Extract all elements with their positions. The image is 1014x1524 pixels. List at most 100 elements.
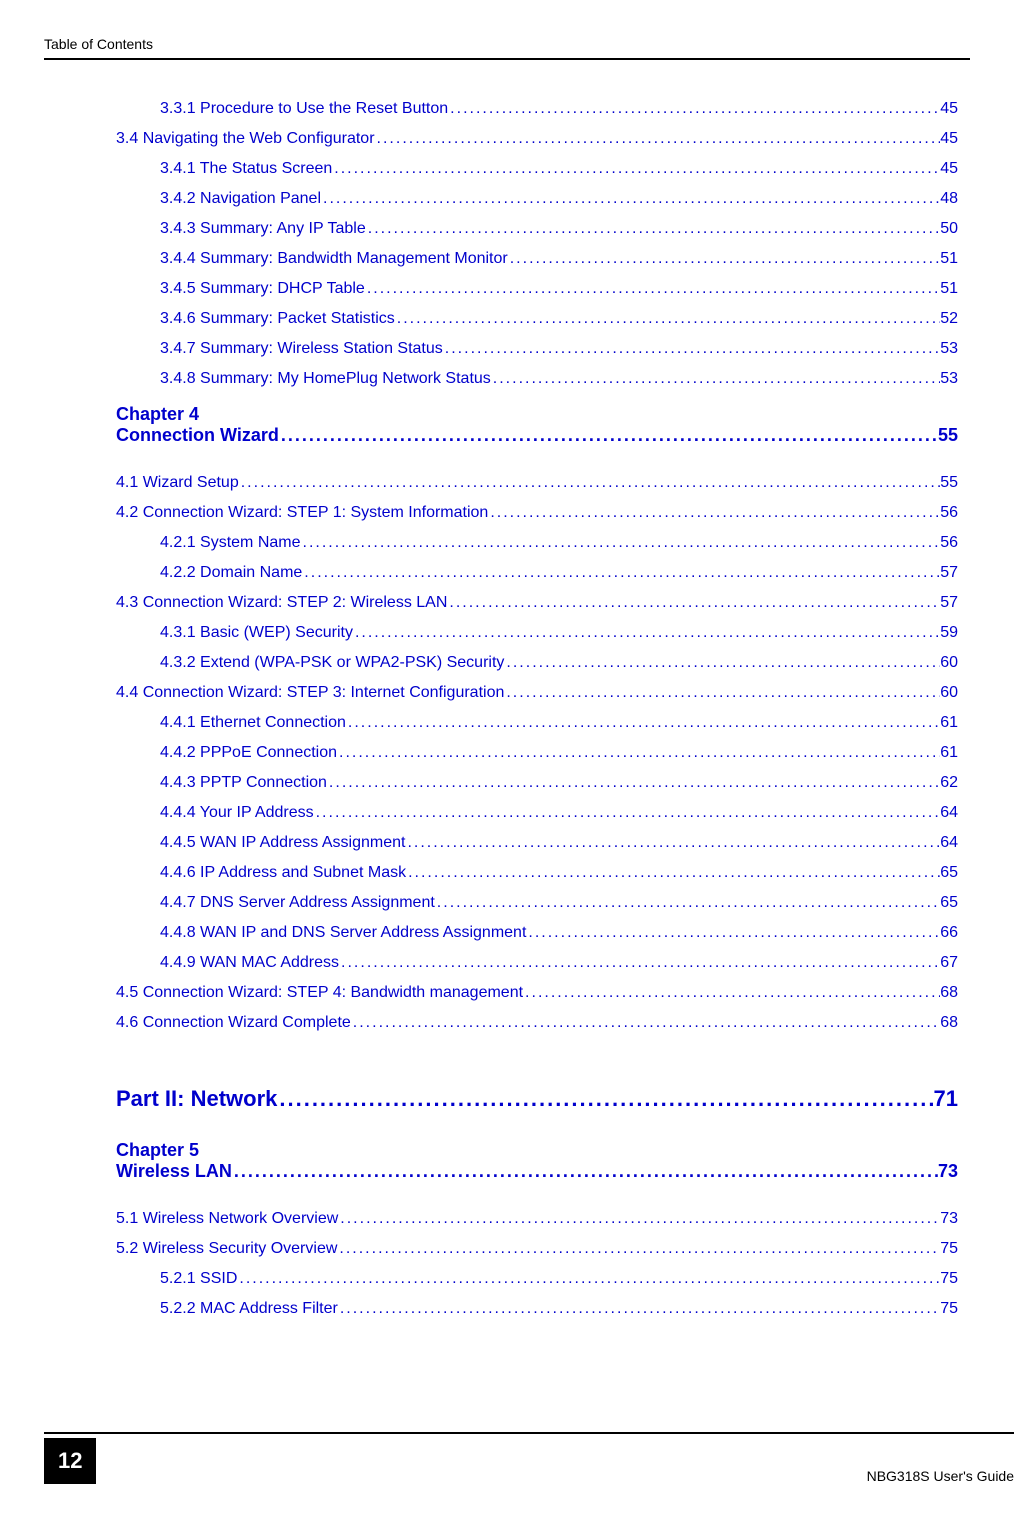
toc-entry-page: 55 [940, 474, 958, 492]
toc-entry[interactable]: 3.4.5 Summary: DHCP Table ..............… [116, 280, 958, 298]
toc-entry[interactable]: 4.4.9 WAN MAC Address ..................… [116, 954, 958, 972]
toc-entry-text: 4.3 Connection Wizard: STEP 2: Wireless … [116, 594, 447, 612]
toc-entry[interactable]: 4.4.6 IP Address and Subnet Mask .......… [116, 864, 958, 882]
toc-entry[interactable]: 5.1 Wireless Network Overview ..........… [116, 1210, 958, 1228]
toc-entry[interactable]: 4.4.8 WAN IP and DNS Server Address Assi… [116, 924, 958, 942]
toc-dots: ........................................… [237, 1270, 940, 1288]
toc-entry[interactable]: 5.2 Wireless Security Overview .........… [116, 1240, 958, 1258]
chapter-4-title-row[interactable]: Connection Wizard ......................… [44, 425, 958, 446]
footer-divider [44, 1432, 1014, 1434]
toc-entry-text: 4.6 Connection Wizard Complete [116, 1014, 351, 1032]
toc-entry-text: 4.1 Wizard Setup [116, 474, 239, 492]
toc-dots: ........................................… [448, 100, 940, 118]
toc-entry[interactable]: 4.2.2 Domain Name ......................… [116, 564, 958, 582]
toc-entry-page: 53 [940, 340, 958, 358]
toc-entry-text: 4.4.2 PPPoE Connection [160, 744, 337, 762]
toc-container: 3.3.1 Procedure to Use the Reset Button … [44, 100, 970, 1318]
toc-entry-text: 3.4.5 Summary: DHCP Table [160, 280, 365, 298]
toc-dots: ........................................… [435, 894, 940, 912]
toc-entry-page: 68 [940, 1014, 958, 1032]
toc-entry[interactable]: 3.3.1 Procedure to Use the Reset Button … [116, 100, 958, 118]
toc-entry-page: 45 [940, 160, 958, 178]
chapter-4-page: 55 [938, 425, 958, 446]
toc-entry-page: 65 [940, 894, 958, 912]
toc-entry-text: 3.4.8 Summary: My HomePlug Network Statu… [160, 370, 491, 388]
toc-dots: ........................................… [232, 1161, 938, 1182]
toc-entry[interactable]: 5.2.1 SSID .............................… [116, 1270, 958, 1288]
toc-entry-text: 3.4.2 Navigation Panel [160, 190, 321, 208]
toc-entry[interactable]: 4.4.3 PPTP Connection ..................… [116, 774, 958, 792]
toc-entry[interactable]: 4.4.7 DNS Server Address Assignment ....… [116, 894, 958, 912]
toc-entry-text: 3.4.1 The Status Screen [160, 160, 332, 178]
toc-dots: ........................................… [488, 504, 940, 522]
toc-entry[interactable]: 4.5 Connection Wizard: STEP 4: Bandwidth… [116, 984, 958, 1002]
toc-entry-page: 45 [940, 100, 958, 118]
footer: 12 NBG318S User's Guide [44, 1438, 1014, 1484]
toc-dots: ........................................… [332, 160, 940, 178]
toc-dots: ........................................… [508, 250, 940, 268]
toc-entry-text: 4.2 Connection Wizard: STEP 1: System In… [116, 504, 488, 522]
toc-entry-text: 4.4.6 IP Address and Subnet Mask [160, 864, 406, 882]
toc-section-2: 4.1 Wizard Setup .......................… [116, 474, 958, 1032]
toc-entry-page: 75 [940, 1300, 958, 1318]
toc-entry[interactable]: 5.2.2 MAC Address Filter ...............… [116, 1300, 958, 1318]
toc-entry[interactable]: 4.3.1 Basic (WEP) Security .............… [116, 624, 958, 642]
toc-dots: ........................................… [314, 804, 941, 822]
toc-dots: ........................................… [406, 864, 940, 882]
toc-entry[interactable]: 4.4.2 PPPoE Connection .................… [116, 744, 958, 762]
toc-entry[interactable]: 4.4 Connection Wizard: STEP 3: Internet … [116, 684, 958, 702]
toc-entry[interactable]: 3.4.6 Summary: Packet Statistics .......… [116, 310, 958, 328]
chapter-5-label[interactable]: Chapter 5 [116, 1140, 958, 1161]
toc-entry-text: 4.4.4 Your IP Address [160, 804, 314, 822]
chapter-4-label[interactable]: Chapter 4 [116, 404, 958, 425]
toc-entry[interactable]: 3.4 Navigating the Web Configurator ....… [116, 130, 958, 148]
toc-entry-text: 3.4 Navigating the Web Configurator [116, 130, 375, 148]
toc-dots: ........................................… [279, 425, 938, 446]
header-divider [44, 58, 970, 60]
toc-entry[interactable]: 4.3.2 Extend (WPA-PSK or WPA2-PSK) Secur… [116, 654, 958, 672]
toc-entry[interactable]: 3.4.8 Summary: My HomePlug Network Statu… [116, 370, 958, 388]
toc-dots: ........................................… [366, 220, 940, 238]
toc-entry[interactable]: 3.4.1 The Status Screen ................… [116, 160, 958, 178]
toc-dots: ........................................… [339, 954, 940, 972]
toc-entry-page: 60 [940, 684, 958, 702]
toc-entry[interactable]: 4.1 Wizard Setup .......................… [116, 474, 958, 492]
toc-entry[interactable]: 3.4.4 Summary: Bandwidth Management Moni… [116, 250, 958, 268]
toc-entry-text: 4.3.1 Basic (WEP) Security [160, 624, 353, 642]
toc-entry[interactable]: 4.6 Connection Wizard Complete .........… [116, 1014, 958, 1032]
toc-dots: ........................................… [405, 834, 940, 852]
chapter-5-title-row[interactable]: Wireless LAN ...........................… [44, 1161, 958, 1182]
toc-dots: ........................................… [443, 340, 940, 358]
toc-entry-page: 56 [940, 534, 958, 552]
toc-dots: ........................................… [353, 624, 940, 642]
toc-entry[interactable]: 3.4.2 Navigation Panel .................… [116, 190, 958, 208]
toc-entry-text: 3.4.6 Summary: Packet Statistics [160, 310, 395, 328]
toc-section-3: 5.1 Wireless Network Overview ..........… [116, 1210, 958, 1318]
toc-entry-page: 48 [940, 190, 958, 208]
toc-entry-page: 62 [940, 774, 958, 792]
chapter-5-title: Wireless LAN [116, 1161, 232, 1182]
toc-entry[interactable]: 4.2.1 System Name ......................… [116, 534, 958, 552]
header-label: Table of Contents [44, 36, 153, 52]
toc-dots: ........................................… [504, 684, 940, 702]
toc-entry[interactable]: 4.2 Connection Wizard: STEP 1: System In… [116, 504, 958, 522]
toc-entry[interactable]: 4.4.1 Ethernet Connection ..............… [116, 714, 958, 732]
toc-entry-text: 4.2.2 Domain Name [160, 564, 302, 582]
toc-entry[interactable]: 4.4.5 WAN IP Address Assignment ........… [116, 834, 958, 852]
page-number: 12 [44, 1438, 96, 1484]
toc-entry-page: 57 [940, 594, 958, 612]
toc-entry-text: 4.4.5 WAN IP Address Assignment [160, 834, 405, 852]
toc-entry[interactable]: 4.3 Connection Wizard: STEP 2: Wireless … [116, 594, 958, 612]
toc-entry[interactable]: 3.4.7 Summary: Wireless Station Status .… [116, 340, 958, 358]
toc-dots: ........................................… [365, 280, 940, 298]
toc-entry-page: 51 [940, 280, 958, 298]
toc-entry-page: 61 [940, 744, 958, 762]
toc-dots: ........................................… [277, 1086, 933, 1112]
toc-entry[interactable]: 3.4.3 Summary: Any IP Table ............… [116, 220, 958, 238]
part-2-title: Part II: Network [116, 1086, 277, 1112]
toc-dots: ........................................… [351, 1014, 940, 1032]
toc-entry[interactable]: 4.4.4 Your IP Address ..................… [116, 804, 958, 822]
part-2-row[interactable]: Part II: Network .......................… [44, 1086, 958, 1112]
toc-dots: ........................................… [491, 370, 940, 388]
toc-entry-page: 68 [940, 984, 958, 1002]
